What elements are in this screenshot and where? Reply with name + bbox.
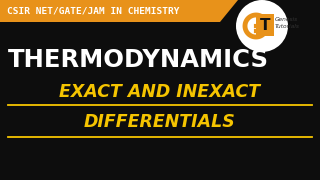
Text: CSIR NET/GATE/JAM IN CHEMISTRY: CSIR NET/GATE/JAM IN CHEMISTRY	[7, 6, 180, 15]
Polygon shape	[0, 0, 238, 22]
Text: T: T	[260, 17, 270, 33]
Text: THERMODYNAMICS: THERMODYNAMICS	[8, 48, 269, 72]
Circle shape	[236, 0, 288, 52]
Text: EXACT AND INEXACT: EXACT AND INEXACT	[60, 83, 260, 101]
Text: DIFFERENTIALS: DIFFERENTIALS	[84, 113, 236, 131]
Text: Genesis
Tutorials: Genesis Tutorials	[275, 17, 300, 29]
